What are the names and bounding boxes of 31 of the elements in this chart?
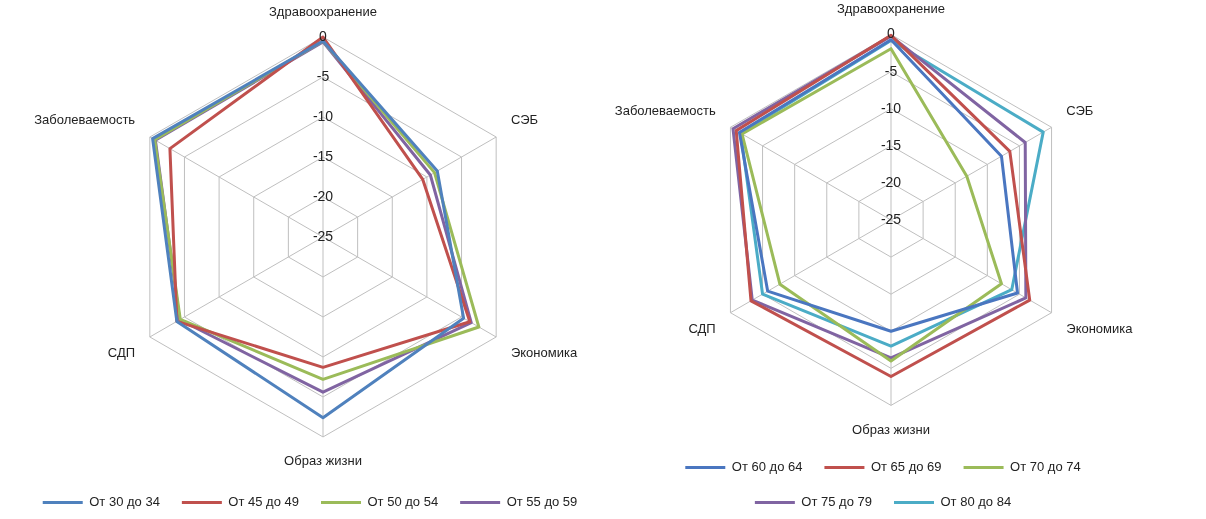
- spoke-label: Экономика: [1066, 320, 1134, 336]
- y-tick-label: -25: [880, 210, 902, 227]
- spoke-label: Здравоохранение: [836, 1, 946, 17]
- spoke-label: Образ жизни: [852, 421, 930, 437]
- y-tick-label: -10: [880, 99, 902, 116]
- y-tick-label: -15: [312, 147, 334, 164]
- legend-label: От 65 до 69: [870, 459, 942, 475]
- spoke-label: СДП: [688, 320, 716, 336]
- y-tick-label: -10: [312, 107, 334, 124]
- y-tick-label: -20: [312, 187, 334, 204]
- y-tick-label: -5: [884, 62, 898, 79]
- legend-label: От 45 до 49: [228, 494, 299, 510]
- legend-label: От 50 до 54: [367, 494, 439, 510]
- legend-label: От 70 до 74: [1010, 459, 1081, 475]
- spoke-label: Заболеваемость: [34, 112, 136, 128]
- legend-label: От 80 до 84: [940, 494, 1012, 510]
- spoke-label: Здравоохранение: [268, 3, 378, 19]
- y-tick-label: -15: [880, 136, 902, 153]
- y-tick-label: -5: [316, 67, 330, 84]
- legend-label: От 55 до 59: [506, 494, 578, 510]
- legend-label: От 75 до 79: [801, 494, 872, 510]
- spoke-label: Образ жизни: [284, 453, 362, 469]
- spoke-label: СЭБ: [1066, 102, 1094, 118]
- spoke-label: СЭБ: [510, 112, 539, 128]
- spoke-label: СДП: [107, 344, 136, 360]
- spoke-label: Заболеваемость: [614, 102, 716, 118]
- spoke-label: Экономика: [510, 344, 578, 360]
- y-tick-label: -25: [312, 227, 334, 244]
- y-tick-label: -20: [880, 173, 902, 190]
- legend-label: От 60 до 64: [731, 459, 803, 475]
- legend-label: От 30 до 34: [89, 494, 160, 510]
